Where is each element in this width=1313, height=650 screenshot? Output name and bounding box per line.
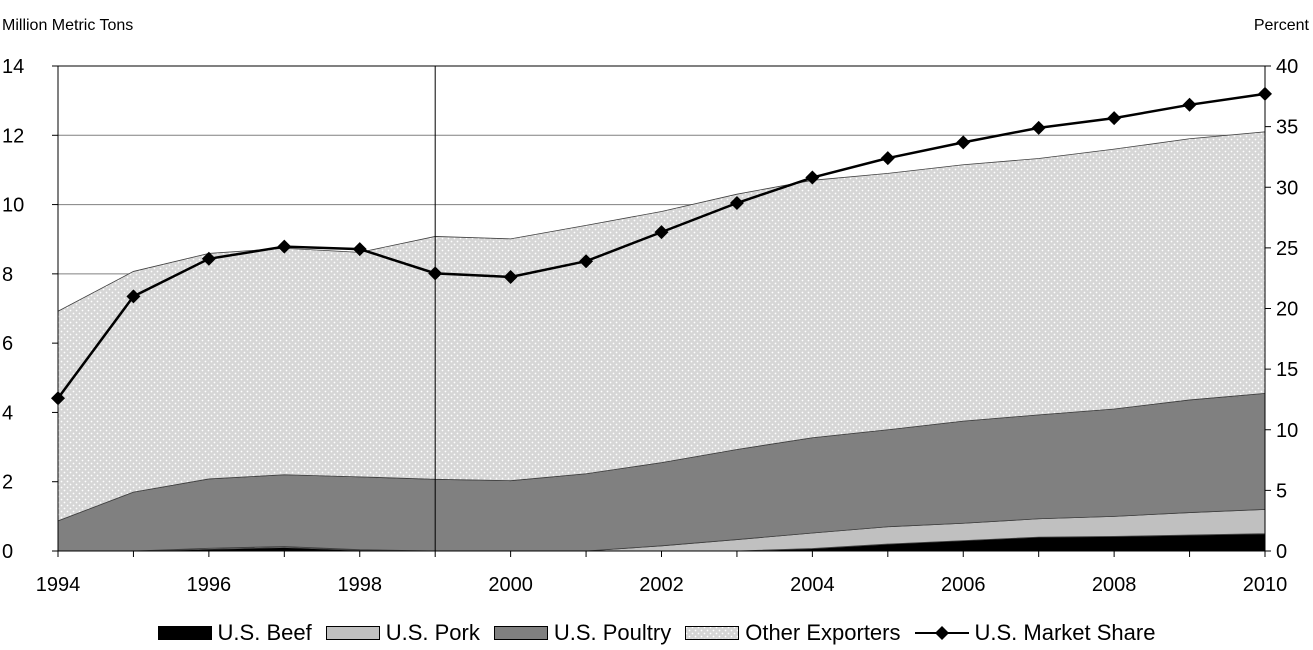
market-share-point-2000 [503,269,518,284]
right-tick-label-25: 25 [1276,238,1298,260]
left-tick-label-12: 12 [2,125,24,147]
market-share-line [51,86,1272,406]
left-tick-label-2: 2 [2,472,13,494]
right-tick-label-35: 35 [1276,117,1298,139]
x-axis-ticks: 1994 1996 1998 2000 2002 2004 2006 2008 2010 [36,551,1288,596]
market-share-point-1995 [126,289,141,304]
legend-label-us-poultry: U.S. Poultry [553,620,672,645]
market-share-point-2001 [579,254,594,269]
area-series [57,131,1266,552]
legend-item-us-market-share: U.S. Market Share [914,620,1156,646]
left-tick-label-4: 4 [2,402,13,424]
market-share-point-2008 [1107,111,1122,126]
legend-label-us-market-share: U.S. Market Share [974,620,1156,645]
right-tick-label-20: 20 [1276,299,1298,321]
chart: Million Metric Tons Percent 02468101214 … [2,17,1310,596]
right-axis-ticks: 0 5 10 15 20 25 30 35 40 [1265,56,1298,563]
right-tick-label-15: 15 [1276,359,1298,381]
right-axis-title: Percent [1254,17,1310,34]
left-tick-label-8: 8 [2,264,13,286]
market-share-point-2005 [880,151,895,166]
x-tick-label-2004: 2004 [790,574,835,596]
legend-item-other-exporters: Other Exporters [685,620,901,646]
x-tick-label-1994: 1994 [36,574,81,596]
right-tick-label-10: 10 [1276,420,1298,442]
market-share-point-2002 [654,225,669,240]
left-tick-label-10: 10 [2,195,24,217]
left-axis-title: Million Metric Tons [2,17,133,34]
x-tick-label-2006: 2006 [941,574,986,596]
legend-swatch-us-beef [157,626,212,640]
legend-swatch-us-poultry [493,626,548,640]
x-tick-label-1998: 1998 [338,574,383,596]
market-share-point-1999 [428,266,443,281]
market-share-point-2004 [805,170,820,185]
market-share-point-2006 [956,135,971,150]
legend-swatch-us-market-share [914,626,969,640]
legend-swatch-us-pork [325,626,380,640]
market-share-point-2003 [729,196,744,211]
left-tick-label-0: 0 [2,541,13,563]
legend-label-other-exporters: Other Exporters [745,620,901,645]
left-axis-ticks: 0 2 4 6 8 10 12 14 [2,56,58,563]
market-share-point-1994 [51,391,65,406]
right-tick-label-40: 40 [1276,56,1298,78]
x-tick-label-2010: 2010 [1243,574,1288,596]
x-tick-label-2002: 2002 [639,574,684,596]
market-share-point-1998 [352,242,367,257]
market-share-point-2009 [1182,97,1197,112]
legend-swatch-other-exporters [685,626,740,640]
legend-item-us-poultry: U.S. Poultry [493,620,672,646]
market-share-point-2007 [1031,120,1046,135]
legend: U.S. Beef U.S. Pork U.S. Poultry Other E… [0,618,1313,648]
right-tick-label-0: 0 [1276,541,1287,563]
legend-item-us-beef: U.S. Beef [157,620,312,646]
left-tick-label-6: 6 [2,333,13,355]
left-tick-label-14: 14 [2,56,24,78]
market-share-point-2010 [1258,86,1272,101]
legend-item-us-pork: U.S. Pork [325,620,480,646]
legend-label-us-pork: U.S. Pork [385,620,480,645]
right-tick-label-5: 5 [1276,480,1287,502]
x-tick-label-1996: 1996 [187,574,232,596]
x-tick-label-2008: 2008 [1092,574,1137,596]
market-share-point-1997 [277,239,292,254]
market-share-point-1996 [201,251,216,266]
legend-label-us-beef: U.S. Beef [217,620,312,645]
x-tick-label-2000: 2000 [488,574,533,596]
right-tick-label-30: 30 [1276,177,1298,199]
